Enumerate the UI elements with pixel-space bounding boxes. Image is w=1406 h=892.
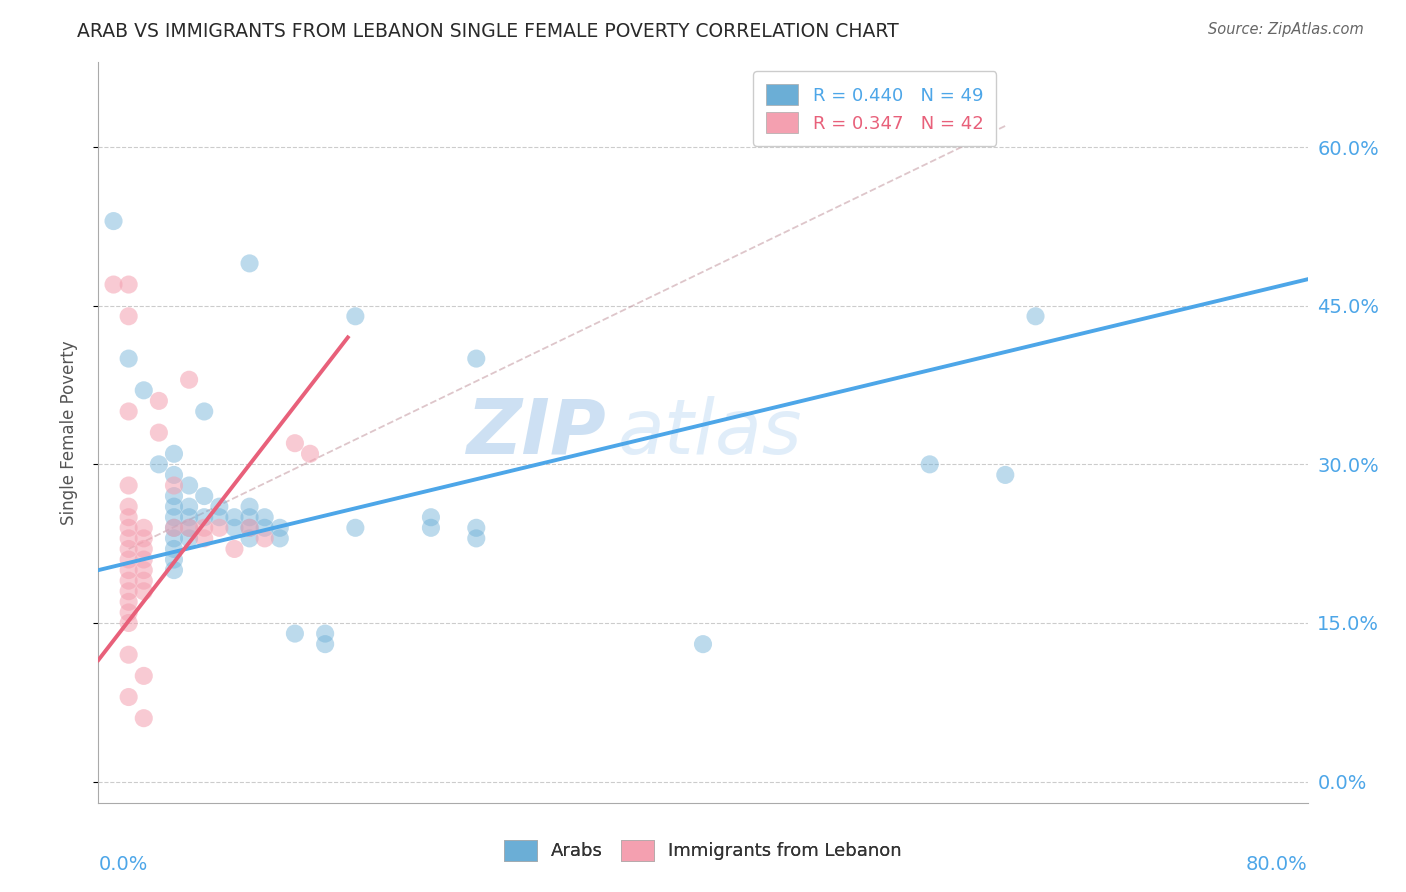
Point [208, 500, 231, 514]
Point [118, 521, 141, 535]
Point [118, 606, 141, 620]
Point [163, 521, 186, 535]
Point [918, 458, 941, 472]
Point [994, 467, 1017, 482]
Point [118, 510, 141, 524]
Point [118, 563, 141, 577]
Point [118, 552, 141, 566]
Point [193, 489, 215, 503]
Point [1024, 310, 1046, 324]
Point [269, 532, 291, 546]
Point [284, 626, 307, 640]
Point [132, 541, 155, 556]
Point [239, 256, 262, 270]
Point [118, 615, 141, 630]
Point [179, 521, 201, 535]
Point [163, 510, 186, 524]
Point [132, 574, 155, 588]
Point [208, 521, 231, 535]
Point [465, 521, 488, 535]
Point [344, 521, 367, 535]
Text: 80.0%: 80.0% [1246, 855, 1308, 873]
Point [239, 521, 262, 535]
Y-axis label: Single Female Poverty: Single Female Poverty [59, 341, 77, 524]
Point [132, 552, 155, 566]
Point [224, 541, 246, 556]
Point [118, 404, 141, 418]
Text: ARAB VS IMMIGRANTS FROM LEBANON SINGLE FEMALE POVERTY CORRELATION CHART: ARAB VS IMMIGRANTS FROM LEBANON SINGLE F… [77, 22, 898, 41]
Point [118, 574, 141, 588]
Point [465, 351, 488, 366]
Point [284, 436, 307, 450]
Point [224, 510, 246, 524]
Point [118, 310, 141, 324]
Point [163, 447, 186, 461]
Point [163, 563, 186, 577]
Text: atlas: atlas [619, 396, 803, 469]
Point [132, 669, 155, 683]
Point [208, 510, 231, 524]
Point [163, 489, 186, 503]
Point [132, 532, 155, 546]
Point [163, 532, 186, 546]
Point [239, 510, 262, 524]
Point [148, 425, 170, 440]
Point [118, 277, 141, 292]
Point [239, 521, 262, 535]
Point [420, 521, 443, 535]
Point [132, 384, 155, 398]
Point [179, 532, 201, 546]
Point [118, 648, 141, 662]
Point [118, 478, 141, 492]
Point [193, 521, 215, 535]
Point [314, 637, 336, 651]
Point [163, 500, 186, 514]
Legend: Arabs, Immigrants from Lebanon: Arabs, Immigrants from Lebanon [498, 832, 908, 868]
Point [103, 214, 125, 228]
Point [118, 500, 141, 514]
Point [118, 532, 141, 546]
Point [163, 552, 186, 566]
Point [224, 521, 246, 535]
Point [420, 510, 443, 524]
Point [132, 563, 155, 577]
Point [118, 541, 141, 556]
Point [465, 532, 488, 546]
Point [179, 521, 201, 535]
Point [193, 532, 215, 546]
Text: Source: ZipAtlas.com: Source: ZipAtlas.com [1208, 22, 1364, 37]
Point [253, 521, 276, 535]
Point [103, 277, 125, 292]
Point [179, 478, 201, 492]
Point [163, 521, 186, 535]
Text: ZIP: ZIP [467, 396, 606, 469]
Text: 0.0%: 0.0% [98, 855, 148, 873]
Point [132, 521, 155, 535]
Point [193, 510, 215, 524]
Point [193, 404, 215, 418]
Point [118, 690, 141, 704]
Point [179, 510, 201, 524]
Point [132, 711, 155, 725]
Point [239, 532, 262, 546]
Point [314, 626, 336, 640]
Point [299, 447, 322, 461]
Point [118, 595, 141, 609]
Point [163, 541, 186, 556]
Point [118, 584, 141, 599]
Point [344, 310, 367, 324]
Point [239, 500, 262, 514]
Point [179, 500, 201, 514]
Point [148, 458, 170, 472]
Point [253, 510, 276, 524]
Point [692, 637, 714, 651]
Point [269, 521, 291, 535]
Point [163, 478, 186, 492]
Point [118, 351, 141, 366]
Point [253, 532, 276, 546]
Point [163, 467, 186, 482]
Point [148, 393, 170, 408]
Point [179, 373, 201, 387]
Point [132, 584, 155, 599]
